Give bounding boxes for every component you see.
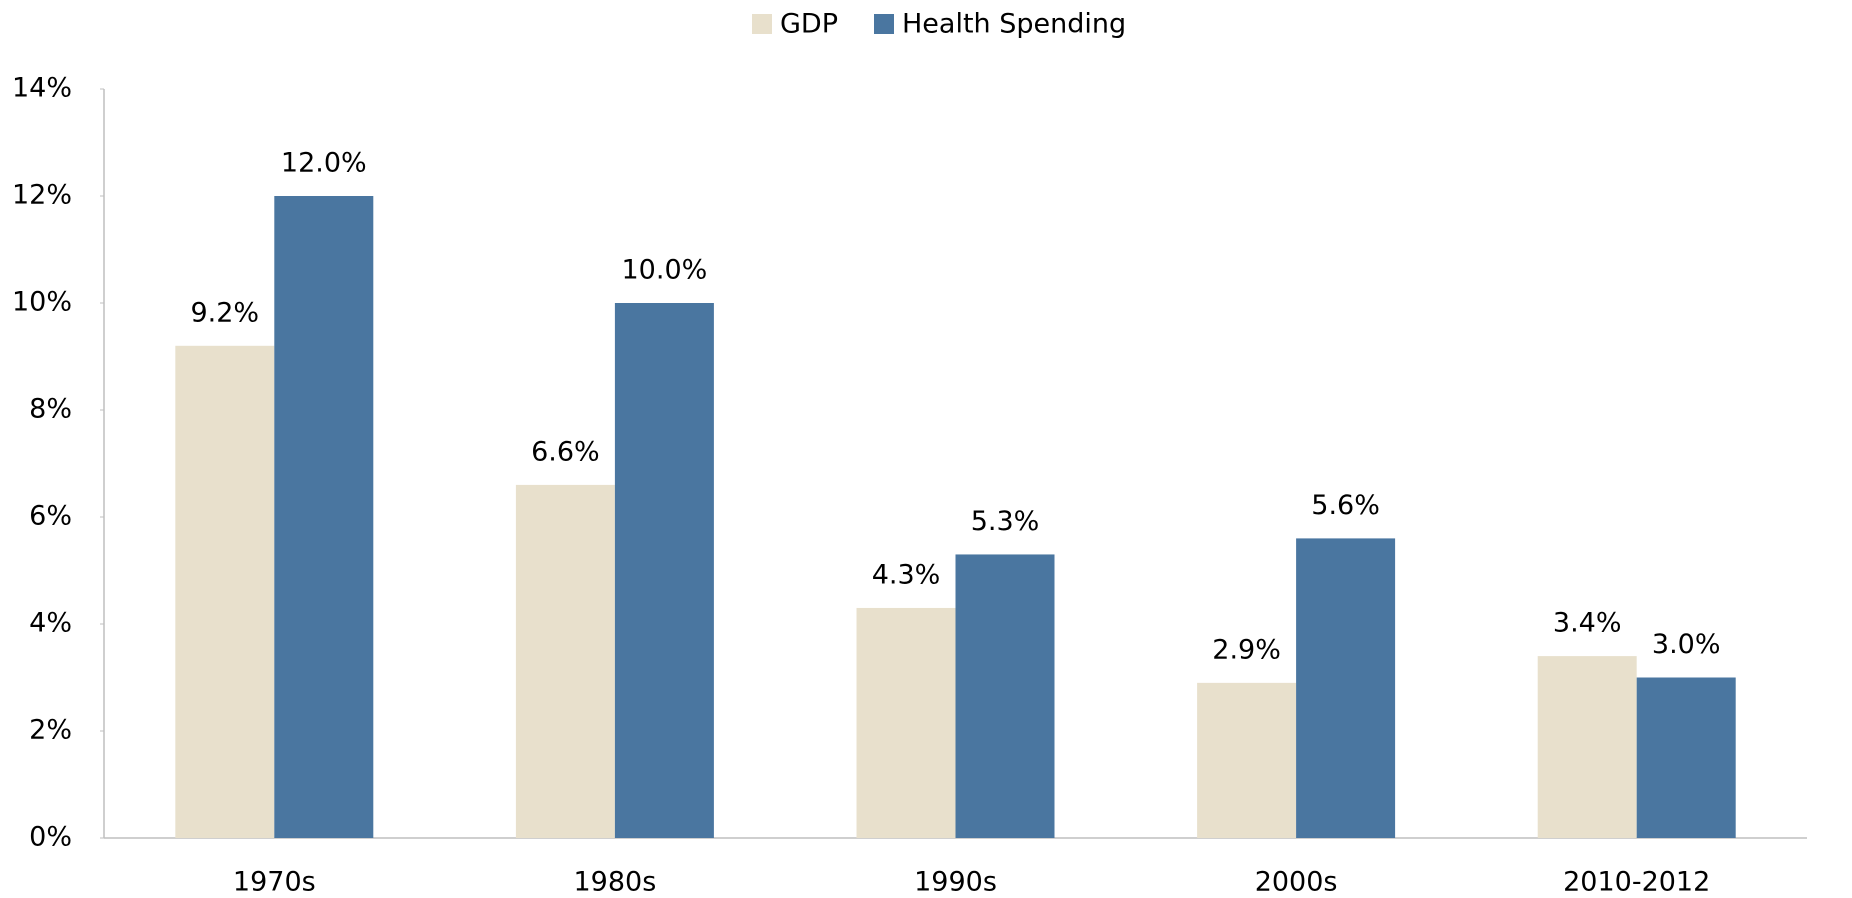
bar (1537, 656, 1637, 838)
data-label: 5.3% (971, 506, 1040, 537)
data-label: 9.2% (190, 297, 259, 328)
y-tick-label: 12% (12, 180, 72, 211)
y-tick-label: 10% (12, 287, 72, 318)
legend-swatch (752, 14, 772, 34)
x-tick-label: 1970s (233, 867, 316, 898)
bar (955, 554, 1055, 838)
y-tick-label: 6% (29, 501, 72, 532)
data-label: 6.6% (531, 436, 600, 467)
y-tick-label: 4% (29, 608, 72, 639)
data-label: 12.0% (281, 148, 367, 179)
bar (856, 607, 956, 838)
x-tick-label: 1990s (914, 867, 997, 898)
x-tick-label: 1980s (574, 867, 657, 898)
legend-swatch (874, 14, 894, 34)
bar (614, 303, 714, 838)
data-label: 5.6% (1311, 490, 1380, 521)
bar (1197, 682, 1297, 838)
x-tick-label: 2010-2012 (1563, 867, 1710, 898)
y-tick-label: 2% (29, 715, 72, 746)
bar (274, 196, 374, 838)
y-tick-label: 0% (29, 822, 72, 853)
data-label: 2.9% (1212, 634, 1281, 665)
data-label: 4.3% (872, 559, 941, 590)
legend-label: Health Spending (902, 9, 1126, 40)
x-tick-label: 2000s (1255, 867, 1338, 898)
y-tick-label: 8% (29, 394, 72, 425)
bar (1296, 538, 1396, 838)
data-label: 3.0% (1652, 629, 1721, 660)
bar (1636, 677, 1736, 838)
data-label: 3.4% (1553, 608, 1622, 639)
bar (515, 484, 615, 838)
y-tick-label: 14% (12, 73, 72, 104)
legend-label: GDP (780, 9, 838, 40)
data-label: 10.0% (622, 255, 708, 286)
bar (175, 345, 275, 838)
